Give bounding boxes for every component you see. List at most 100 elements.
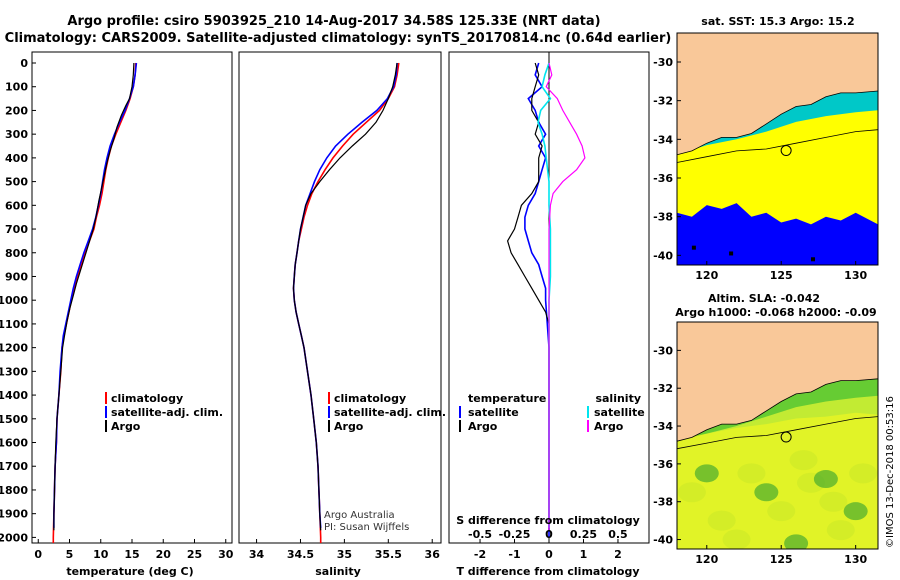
map-x-tick-label: 125 [770, 269, 793, 282]
series-line-satellite-adj-clim- [292, 62, 398, 528]
map-x-tick-label: 120 [695, 269, 718, 282]
series-line-salinity-argo [545, 62, 586, 531]
coastline [677, 378, 878, 442]
temperature-axis-label: temperature (deg C) [66, 565, 193, 578]
argo-float-marker [780, 145, 792, 157]
credit-pi-name: PI: Susan Wijffels [324, 522, 409, 533]
map-y-tick-label: -30 [653, 56, 673, 69]
sla-map [677, 322, 878, 549]
legend-label-climatology: climatology [334, 392, 406, 405]
isobath-line [677, 416, 878, 450]
figure-title-line1: Argo profile: csiro 5903925_210 14-Aug-2… [67, 14, 600, 29]
x-tick-label: 36 [425, 548, 441, 561]
sla-map-title: Altim. SLA: -0.042 [708, 292, 820, 305]
sla-anomaly-patch [694, 464, 719, 483]
t-difference-axis-label: T difference from climatology [456, 565, 639, 578]
temperature-panel-frame [31, 51, 233, 544]
sst-map-frame [676, 32, 879, 266]
argo-float-marker [780, 431, 792, 443]
x-tick-label: 25 [187, 548, 202, 561]
series-line-temperature-argo [506, 62, 550, 531]
legend-label-argo: Argo [334, 420, 364, 433]
x-tick-label: 15 [124, 548, 139, 561]
depth-tick-label: 1100 [0, 318, 28, 331]
legend-label-t-argo: Argo [468, 420, 498, 433]
figure-title-line2: Climatology: CARS2009. Satellite-adjuste… [5, 31, 672, 46]
salinity-panel-frame [238, 51, 442, 544]
sla-anomaly-patch [843, 502, 868, 521]
sla-anomaly-patch [819, 491, 848, 512]
difference-legend: temperature satellite Argo salinity sate… [459, 392, 645, 433]
missing-data-pixel [811, 257, 815, 262]
s-difference-axis-label: S difference from climatology [456, 514, 640, 527]
map-y-tick-label: -34 [653, 420, 673, 433]
x-tick-label: 2 [614, 548, 622, 561]
depth-tick-label: 800 [5, 247, 28, 260]
sla-map-subtitle: Argo h1000: -0.068 h2000: -0.09 [675, 306, 876, 319]
series-line-temperature-satellite [524, 62, 550, 538]
series-line-satellite-adj-clim- [53, 62, 138, 528]
x-tick-label: -1 [508, 548, 520, 561]
sla-anomaly-patch [722, 529, 751, 549]
map-x-tick-label: 120 [695, 553, 718, 566]
x-tick-label: 34.5 [287, 548, 314, 561]
legend-label-argo: Argo [111, 420, 141, 433]
x-tick-label: -2 [474, 548, 486, 561]
depth-axis: 0 100 200 300 400 500 600 700 800 900 1000 1100 1200… [0, 57, 36, 544]
imos-watermark: ©IMOS 13-Dec-2018 00:53:16 [885, 396, 896, 548]
x-tick-label: 5 [66, 548, 74, 561]
map-y-tick-label: -32 [653, 95, 673, 108]
s-diff-tick-label: 0.25 [570, 528, 597, 541]
depth-tick-label: 900 [5, 270, 28, 283]
depth-tick-label: 400 [5, 152, 28, 165]
legend-label-climatology: climatology [111, 392, 183, 405]
x-tick-label: 35.5 [375, 548, 402, 561]
land-mass [677, 33, 878, 155]
sla-map-frame [676, 321, 879, 550]
depth-tick-label: 1000 [0, 294, 28, 307]
legend-label-satellite: satellite-adj. clim. [111, 406, 223, 419]
legend-header-temperature: temperature [468, 392, 546, 405]
depth-tick-label: 1600 [0, 437, 28, 450]
temperature-plot [52, 62, 138, 543]
map-x-tick-label: 125 [770, 553, 793, 566]
legend-label-s-argo: Argo [594, 420, 624, 433]
depth-tick-label: 200 [5, 104, 28, 117]
x-tick-label: 0 [34, 548, 42, 561]
sst-map [677, 33, 878, 265]
sla-anomaly-patch [707, 510, 736, 531]
sla-anomaly-patch [784, 534, 809, 549]
s-diff-tick-label: 0 [545, 528, 553, 541]
map-x-tick-label: 130 [844, 553, 867, 566]
difference-plot [506, 52, 586, 543]
map-y-tick-label: -38 [653, 496, 673, 509]
s-diff-tick-label: 0.5 [608, 528, 628, 541]
depth-tick-label: 1200 [0, 342, 28, 355]
legend-label-satellite: satellite-adj. clim. [334, 406, 446, 419]
map-y-tick-label: -40 [653, 249, 673, 262]
sst-band [677, 203, 878, 265]
depth-tick-label: 1400 [0, 389, 28, 402]
map-x-tick-label: 130 [844, 269, 867, 282]
depth-tick-label: 1300 [0, 365, 28, 378]
x-tick-label: 34 [249, 548, 265, 561]
missing-data-pixel [729, 251, 734, 256]
temperature-legend: climatology satellite-adj. clim. Argo [105, 392, 223, 433]
x-tick-label: 1 [580, 548, 588, 561]
salinity-axis-label: salinity [315, 565, 361, 578]
depth-tick-label: 2000 [0, 531, 28, 544]
isobath-line [677, 129, 878, 163]
series-line-climatology [52, 62, 137, 543]
map-y-tick-label: -36 [653, 458, 673, 471]
depth-tick-label: 700 [5, 223, 28, 236]
depth-tick-label: 1800 [0, 484, 28, 497]
x-tick-label: 0 [545, 548, 553, 561]
x-tick-label: 35 [337, 548, 352, 561]
sla-anomaly-patch [826, 520, 855, 541]
x-tick-label: 20 [156, 548, 172, 561]
sla-anomaly-patch [677, 482, 706, 503]
map-y-tick-label: -36 [653, 172, 673, 185]
map-y-tick-label: -34 [653, 133, 673, 146]
x-tick-label: 30 [218, 548, 234, 561]
